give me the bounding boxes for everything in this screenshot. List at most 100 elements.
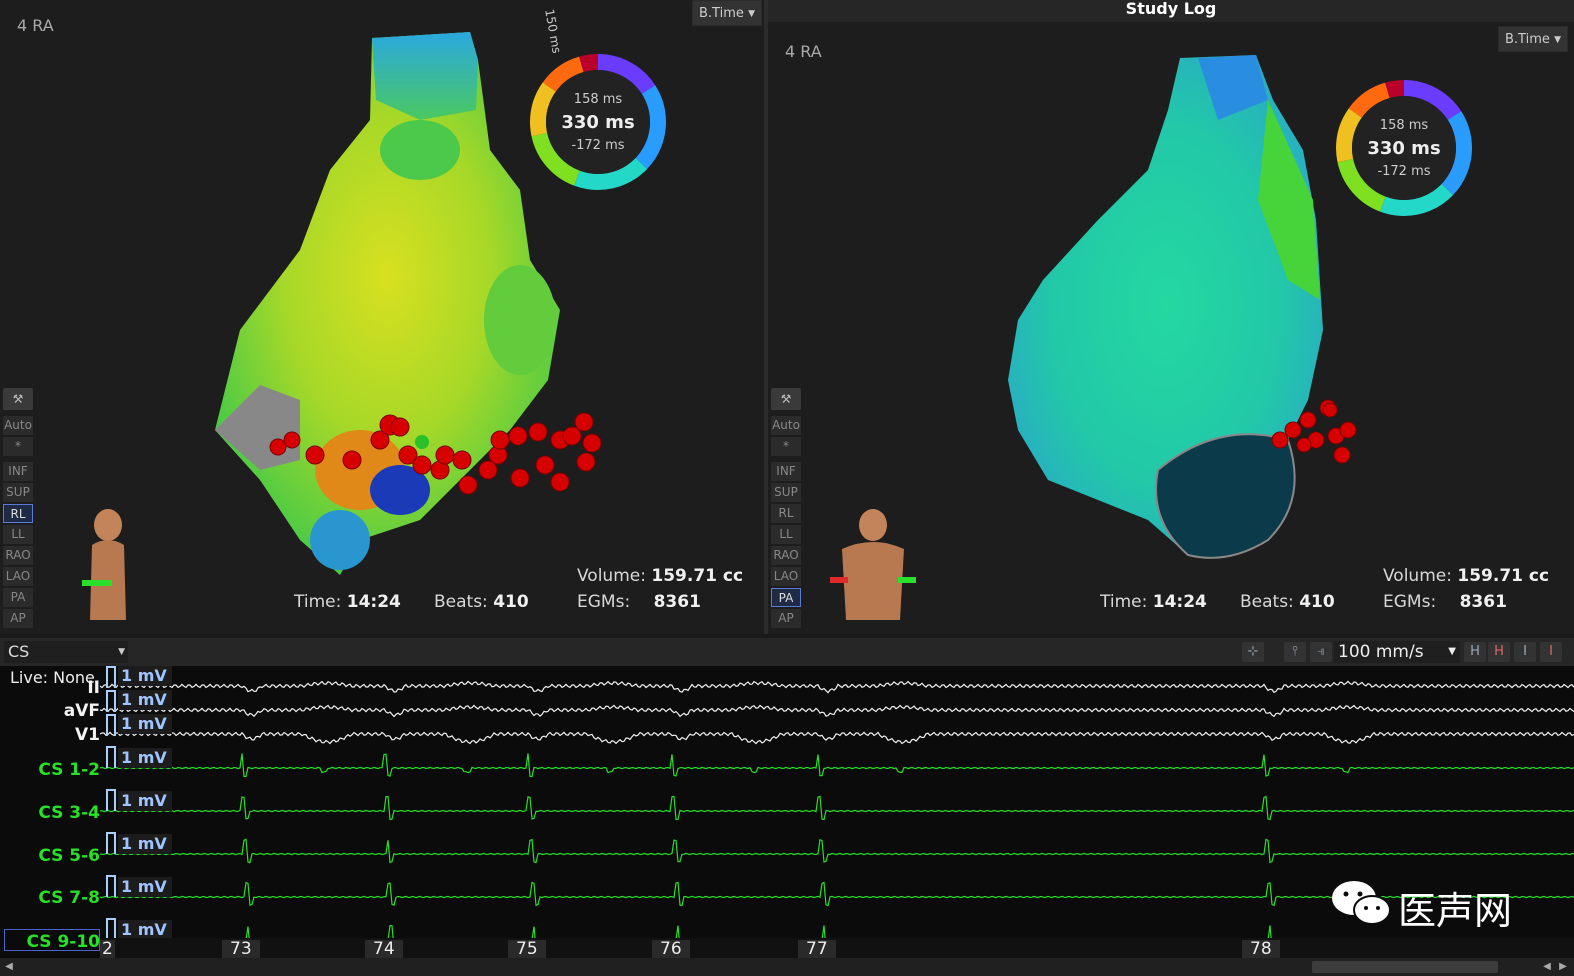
channel-scale[interactable]: 1 mV bbox=[118, 690, 172, 710]
right-view-toolbar: ⚒ Auto * INF SUP RL LL RAO LAO PA AP bbox=[771, 388, 803, 630]
beat-tick[interactable]: 77 bbox=[798, 940, 836, 958]
right-3d-map[interactable] bbox=[768, 0, 1574, 634]
ring-lower-value: -172 ms bbox=[1377, 164, 1431, 179]
beat-tick[interactable]: 75 bbox=[508, 940, 546, 958]
star-button[interactable]: * bbox=[771, 437, 801, 456]
hammer-icon[interactable]: ⚒ bbox=[771, 388, 801, 410]
watermark-text: 医声网 bbox=[1398, 889, 1513, 933]
h-caliper-remove-icon[interactable]: H bbox=[1488, 642, 1510, 662]
volume-stat: Volume: 159.71 cc bbox=[1383, 566, 1549, 586]
watermark: 医声网 bbox=[1330, 878, 1512, 933]
egms-stat: EGMs: 8361 bbox=[1383, 592, 1507, 612]
scroll-left-icon[interactable]: ◀ bbox=[5, 961, 13, 972]
ring-lower-value: -172 ms bbox=[571, 138, 625, 153]
beat-tick-partial[interactable]: 2 bbox=[100, 939, 115, 959]
channel-scale[interactable]: 1 mV bbox=[118, 877, 172, 897]
auto-button[interactable]: Auto bbox=[771, 416, 801, 435]
channel-group-select[interactable]: CS ▼ bbox=[4, 641, 128, 663]
calibration-marker bbox=[106, 875, 116, 897]
channel-group-value: CS bbox=[8, 642, 30, 661]
chevron-down-icon: ▼ bbox=[1554, 35, 1561, 45]
view-pa-button[interactable]: PA bbox=[3, 588, 33, 607]
egm-trace bbox=[100, 680, 1574, 694]
view-ap-button[interactable]: AP bbox=[3, 609, 33, 628]
channel-label-avf[interactable]: aVF bbox=[63, 701, 100, 721]
caliper-icon[interactable]: ⫣ bbox=[1310, 642, 1332, 662]
ring-upper-value: 158 ms bbox=[1379, 118, 1429, 133]
view-inf-button[interactable]: INF bbox=[771, 462, 801, 481]
channel-label-ii[interactable]: II bbox=[87, 678, 100, 698]
left-map-panel[interactable]: 4 RA B.Time ▼ 150 ms 158 ms 330 ms -172 … bbox=[0, 0, 764, 634]
view-rao-button[interactable]: RAO bbox=[3, 546, 33, 565]
hammer-icon[interactable]: ⚒ bbox=[3, 388, 33, 410]
orientation-figure-icon bbox=[82, 509, 126, 620]
channel-scale[interactable]: 1 mV bbox=[118, 748, 172, 768]
egm-trace bbox=[100, 838, 1574, 864]
channel-scale[interactable]: 1 mV bbox=[118, 834, 172, 854]
view-sup-button[interactable]: SUP bbox=[3, 483, 33, 502]
view-label: 4 RA bbox=[785, 42, 822, 61]
channel-scale[interactable]: 1 mV bbox=[118, 920, 172, 940]
view-rao-button[interactable]: RAO bbox=[771, 546, 801, 565]
i-caliper-remove-icon[interactable]: I bbox=[1540, 642, 1562, 662]
channel-label-v1[interactable]: V1 bbox=[75, 725, 100, 745]
view-pa-button[interactable]: PA bbox=[771, 588, 801, 607]
panel-title: Study Log bbox=[768, 0, 1574, 22]
chevron-down-icon: ▼ bbox=[1448, 646, 1456, 657]
egms-stat: EGMs: 8361 bbox=[577, 592, 701, 612]
star-button[interactable]: * bbox=[3, 437, 33, 456]
view-ll-button[interactable]: LL bbox=[771, 525, 801, 544]
channel-label-cs-7-8[interactable]: CS 7-8 bbox=[38, 888, 100, 908]
volume-label: Volume: bbox=[1383, 566, 1452, 586]
view-sup-button[interactable]: SUP bbox=[771, 483, 801, 502]
view-inf-button[interactable]: INF bbox=[3, 462, 33, 481]
egm-panel[interactable]: CS ▼ ⊹ ⫯ ⫣ 100 mm/s ▼ H H I I Live: None… bbox=[0, 638, 1574, 976]
egm-traces[interactable] bbox=[100, 666, 1574, 938]
btime-dropdown[interactable]: B.Time ▼ bbox=[1498, 26, 1568, 52]
view-lao-button[interactable]: LAO bbox=[3, 567, 33, 586]
calibration-marker bbox=[106, 746, 116, 768]
btime-label: B.Time bbox=[1505, 32, 1550, 47]
wechat-logo-icon bbox=[1332, 881, 1391, 925]
channel-scale[interactable]: 1 mV bbox=[118, 714, 172, 734]
scroll-left-icon[interactable]: ◀ bbox=[1543, 961, 1551, 972]
sweep-speed-select[interactable]: 100 mm/s ▼ bbox=[1334, 641, 1460, 663]
channel-label-cs-1-2[interactable]: CS 1-2 bbox=[38, 760, 100, 780]
egm-trace bbox=[100, 881, 1574, 907]
btime-dropdown[interactable]: B.Time ▼ bbox=[692, 0, 762, 26]
channel-scale[interactable]: 1 mV bbox=[118, 791, 172, 811]
view-ap-button[interactable]: AP bbox=[771, 609, 801, 628]
horizontal-scrollbar[interactable] bbox=[0, 958, 1574, 976]
view-ll-button[interactable]: LL bbox=[3, 525, 33, 544]
time-value: 14:24 bbox=[1152, 592, 1207, 612]
channel-label-cs-5-6[interactable]: CS 5-6 bbox=[38, 846, 100, 866]
view-rl-button[interactable]: RL bbox=[771, 504, 801, 523]
cursor-icon[interactable]: ⫯ bbox=[1284, 642, 1306, 662]
beat-tick[interactable]: 76 bbox=[652, 940, 690, 958]
panel-divider[interactable] bbox=[764, 0, 768, 634]
beat-tick[interactable]: 73 bbox=[222, 940, 260, 958]
beat-tick[interactable]: 74 bbox=[365, 940, 403, 958]
scroll-right-icon[interactable]: ▶ bbox=[1559, 961, 1567, 972]
view-lao-button[interactable]: LAO bbox=[771, 567, 801, 586]
channel-scale[interactable]: 1 mV bbox=[118, 666, 172, 686]
volume-stat: Volume: 159.71 cc bbox=[577, 566, 743, 586]
i-caliper-icon[interactable]: I bbox=[1514, 642, 1536, 662]
calibration-marker bbox=[106, 666, 116, 688]
right-map-panel[interactable]: Study Log 4 RA B.Time ▼ 158 ms 330 ms -1… bbox=[768, 0, 1574, 634]
add-marker-icon[interactable]: ⊹ bbox=[1242, 642, 1264, 662]
calibration-marker bbox=[106, 690, 116, 712]
chevron-down-icon: ▼ bbox=[748, 9, 755, 19]
auto-button[interactable]: Auto bbox=[3, 416, 33, 435]
channel-label-cs-9-10[interactable]: CS 9-10 bbox=[26, 932, 101, 952]
egm-trace bbox=[100, 795, 1574, 821]
left-3d-map[interactable] bbox=[0, 0, 764, 634]
beats-stat: Beats: 410 bbox=[1240, 592, 1335, 612]
egms-label: EGMs: bbox=[1383, 592, 1437, 612]
h-caliper-icon[interactable]: H bbox=[1464, 642, 1486, 662]
time-label: Time: bbox=[1100, 592, 1148, 612]
channel-label-cs-3-4[interactable]: CS 3-4 bbox=[38, 803, 100, 823]
view-rl-button[interactable]: RL bbox=[3, 504, 33, 523]
beat-tick[interactable]: 78 bbox=[1242, 940, 1280, 958]
scrollbar-thumb[interactable] bbox=[1312, 961, 1498, 973]
